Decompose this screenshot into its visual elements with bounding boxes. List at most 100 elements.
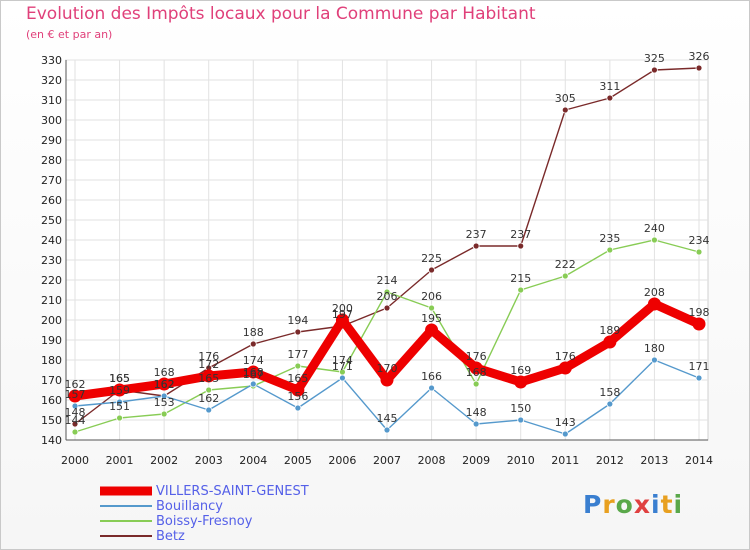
data-label: 148 xyxy=(65,406,86,419)
data-point xyxy=(472,420,480,428)
data-point xyxy=(71,420,79,428)
y-tick-label: 160 xyxy=(41,394,62,407)
data-point xyxy=(561,272,569,280)
data-label: 172 xyxy=(198,358,219,371)
data-point xyxy=(517,242,525,250)
data-label: 169 xyxy=(510,364,531,377)
data-label: 145 xyxy=(377,412,398,425)
data-point xyxy=(202,369,216,383)
data-point xyxy=(428,266,435,274)
y-tick-label: 290 xyxy=(41,134,62,147)
data-label: 174 xyxy=(332,354,353,367)
x-tick-label: 2009 xyxy=(462,454,490,467)
legend-label: Boissy-Fresnoy xyxy=(156,514,253,529)
data-point xyxy=(695,248,703,256)
chart-title: Evolution des Impôts locaux pour la Comm… xyxy=(26,4,536,24)
data-label: 200 xyxy=(332,302,353,315)
data-point xyxy=(160,392,168,400)
data-label: 225 xyxy=(421,252,442,265)
data-point xyxy=(428,384,435,392)
data-label: 157 xyxy=(65,388,86,401)
data-point xyxy=(249,380,257,388)
data-label: 171 xyxy=(689,360,710,373)
data-label: 180 xyxy=(644,342,665,355)
data-point xyxy=(561,106,569,114)
data-label: 326 xyxy=(689,50,710,63)
data-label: 151 xyxy=(109,400,130,413)
y-tick-label: 260 xyxy=(41,194,62,207)
y-tick-label: 140 xyxy=(41,434,62,447)
data-point xyxy=(647,297,661,311)
chart-subtitle: (en € et par an) xyxy=(26,28,113,41)
data-point xyxy=(335,313,349,327)
data-label: 165 xyxy=(109,372,130,385)
data-point xyxy=(695,374,703,382)
x-tick-label: 2008 xyxy=(418,454,446,467)
data-label: 144 xyxy=(65,414,86,427)
data-point xyxy=(205,406,213,414)
data-point xyxy=(517,286,525,294)
x-tick-label: 2006 xyxy=(328,454,356,467)
x-tick-label: 2001 xyxy=(106,454,134,467)
data-label: 235 xyxy=(599,232,620,245)
data-label: 158 xyxy=(599,386,620,399)
x-tick-label: 2014 xyxy=(685,454,713,467)
data-label: 194 xyxy=(287,314,308,327)
x-tick-label: 2007 xyxy=(373,454,401,467)
data-label: 156 xyxy=(287,390,308,403)
data-label: 176 xyxy=(198,350,219,363)
data-point xyxy=(157,377,171,391)
x-tick-label: 2012 xyxy=(596,454,624,467)
data-point xyxy=(606,94,614,102)
data-label: 222 xyxy=(555,258,576,271)
data-label: 176 xyxy=(555,350,576,363)
data-point xyxy=(651,236,658,244)
data-label: 234 xyxy=(689,234,710,247)
x-tick-label: 2004 xyxy=(239,454,267,467)
data-label: 150 xyxy=(510,402,531,415)
data-point xyxy=(339,374,346,382)
data-point xyxy=(294,404,302,412)
data-point xyxy=(469,361,483,375)
data-point xyxy=(383,304,391,312)
y-tick-label: 330 xyxy=(41,54,62,67)
data-point xyxy=(606,246,614,254)
data-label: 168 xyxy=(466,366,487,379)
data-label: 148 xyxy=(466,406,487,419)
data-label: 188 xyxy=(243,326,264,339)
data-point xyxy=(517,416,525,424)
y-tick-label: 280 xyxy=(41,154,62,167)
data-point xyxy=(425,323,439,337)
data-point xyxy=(294,328,302,336)
data-point xyxy=(116,414,123,422)
legend-label: Betz xyxy=(156,529,185,544)
data-point xyxy=(695,64,703,72)
data-point xyxy=(606,400,614,408)
x-tick-label: 2000 xyxy=(61,454,89,467)
y-tick-label: 200 xyxy=(41,314,62,327)
proxiti-logo: Proxiti xyxy=(583,490,684,519)
data-label: 170 xyxy=(377,362,398,375)
data-point xyxy=(291,383,305,397)
data-point xyxy=(205,386,213,394)
data-point xyxy=(294,362,302,370)
data-point xyxy=(249,340,257,348)
data-point xyxy=(160,410,168,418)
x-tick-label: 2005 xyxy=(284,454,312,467)
data-point xyxy=(113,383,127,397)
data-point xyxy=(603,335,617,349)
data-label: 165 xyxy=(287,372,308,385)
data-point xyxy=(514,375,528,389)
y-tick-label: 190 xyxy=(41,334,62,347)
data-label: 162 xyxy=(198,392,219,405)
data-point xyxy=(71,428,79,436)
data-point xyxy=(428,304,435,312)
data-label: 189 xyxy=(599,324,620,337)
y-tick-label: 170 xyxy=(41,374,62,387)
x-tick-label: 2010 xyxy=(507,454,535,467)
legend-label: Bouillancy xyxy=(156,499,223,514)
data-label: 176 xyxy=(466,350,487,363)
data-label: 159 xyxy=(109,384,130,397)
data-label: 305 xyxy=(555,92,576,105)
